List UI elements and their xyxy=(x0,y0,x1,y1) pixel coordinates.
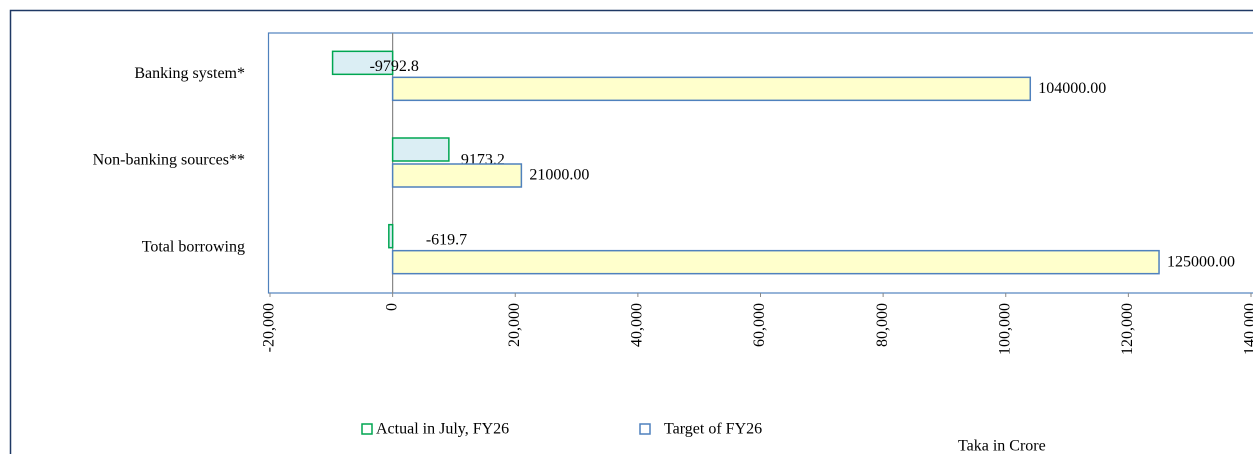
bar xyxy=(388,223,394,249)
plot-area xyxy=(267,32,1253,294)
x-tick-label: 120,000 xyxy=(1119,303,1136,355)
bar xyxy=(391,249,1160,275)
legend-swatch xyxy=(361,423,373,435)
x-tick-label: 100,000 xyxy=(996,303,1013,355)
data-label: -9792.8 xyxy=(370,58,419,75)
x-tick-label: 0 xyxy=(383,303,400,311)
bar xyxy=(391,163,523,188)
y-tick-label: Total borrowing xyxy=(142,238,245,255)
x-tick-label: -20,000 xyxy=(261,303,278,352)
y-tick-label: Banking system* xyxy=(134,65,245,82)
y-tick-label: Non-banking sources** xyxy=(93,152,245,169)
x-tick-label: 40,000 xyxy=(629,303,646,347)
x-tick-label: 140,000 xyxy=(1242,303,1253,355)
bar xyxy=(391,137,450,162)
bar xyxy=(391,76,1032,102)
data-label: 21000.00 xyxy=(529,167,589,184)
legend-label: Actual in July, FY26 xyxy=(376,421,509,438)
frame xyxy=(9,9,1253,454)
x-tick-label: 60,000 xyxy=(751,303,768,347)
data-label: 104000.00 xyxy=(1038,80,1106,97)
legend-label: Target of FY26 xyxy=(664,421,762,438)
data-label: 125000.00 xyxy=(1167,253,1235,270)
data-label: -619.7 xyxy=(426,231,467,248)
x-tick-label: 20,000 xyxy=(506,303,523,347)
bar xyxy=(331,50,394,76)
note: Taka in Crore xyxy=(958,438,1046,454)
legend-swatch xyxy=(639,423,651,435)
x-tick-label: 80,000 xyxy=(874,303,891,347)
